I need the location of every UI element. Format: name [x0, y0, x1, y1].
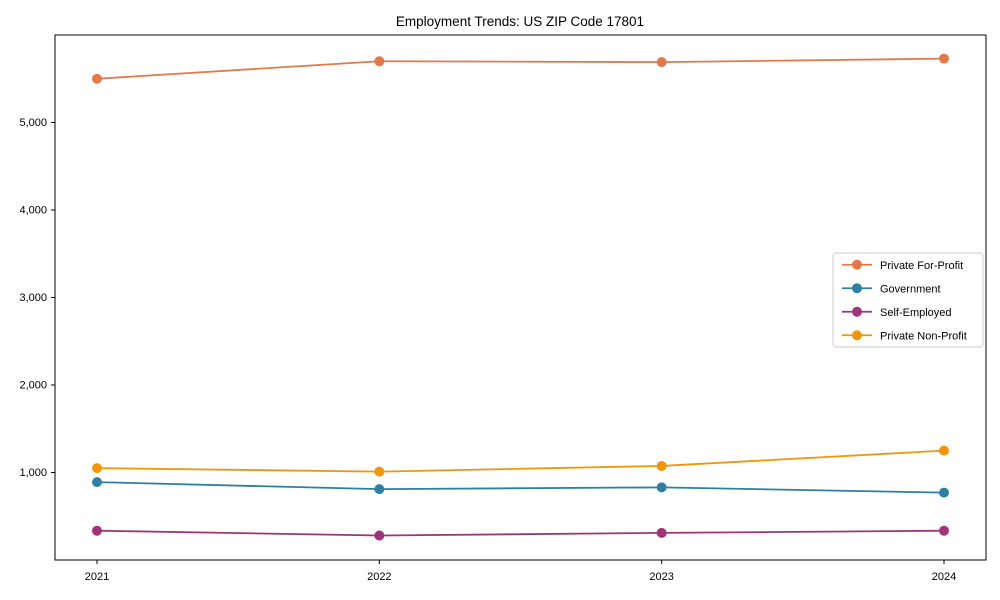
data-point-private-for-profit-2023 — [656, 57, 667, 68]
y-tick-label: 2,000 — [19, 380, 47, 392]
x-tick-label: 2024 — [932, 571, 956, 583]
data-point-private-for-profit-2022 — [374, 56, 385, 67]
data-point-private-non-profit-2022 — [374, 466, 385, 477]
data-point-self-employed-2023 — [656, 527, 667, 538]
data-point-government-2023 — [656, 482, 667, 493]
data-point-self-employed-2021 — [92, 525, 102, 536]
data-point-government-2021 — [92, 477, 102, 488]
legend-marker-private-non-profit — [852, 330, 862, 341]
series-line-private-for-profit — [96, 57, 945, 80]
y-tick-label: 3,000 — [19, 292, 47, 304]
data-point-private-non-profit-2021 — [92, 463, 102, 474]
legend-label-government: Government — [880, 283, 941, 295]
data-point-government-2024 — [939, 487, 949, 498]
data-point-private-for-profit-2021 — [92, 73, 102, 84]
y-tick-label: 4,000 — [19, 205, 47, 217]
axes: 1,000 2,000 3,000 4,000 5,000 2021 2022 2023 202… — [19, 34, 987, 583]
data-point-government-2022 — [374, 484, 385, 495]
y-tick-label: 1,000 — [19, 467, 47, 479]
data-point-private-for-profit-2024 — [939, 53, 949, 64]
data-point-self-employed-2022 — [374, 530, 385, 541]
legend-label-self-employed: Self-Employed — [880, 307, 952, 319]
series-line-government — [96, 481, 945, 494]
x-tick-label: 2023 — [649, 571, 673, 583]
x-tick-label: 2021 — [85, 571, 109, 583]
series-line-private-non-profit — [96, 449, 945, 473]
legend-box — [832, 252, 984, 348]
legend-marker-private-for-profit — [852, 259, 862, 270]
legend-label-private-non-profit: Private Non-Profit — [880, 330, 967, 342]
data-point-private-non-profit-2024 — [939, 445, 949, 456]
legend-label-private-for-profit: Private For-Profit — [880, 260, 963, 272]
chart-title: Employment Trends: US ZIP Code 17801 — [396, 14, 644, 29]
legend: Private For-Profit Government Self-Employe… — [832, 252, 984, 348]
series-line-self-employed — [96, 529, 945, 537]
series — [92, 53, 949, 541]
data-point-private-non-profit-2023 — [656, 460, 667, 471]
data-point-self-employed-2024 — [939, 525, 949, 536]
legend-marker-government — [852, 283, 862, 294]
y-tick-label: 5,000 — [19, 117, 47, 129]
x-tick-label: 2022 — [367, 571, 391, 583]
legend-marker-self-employed — [852, 306, 862, 317]
